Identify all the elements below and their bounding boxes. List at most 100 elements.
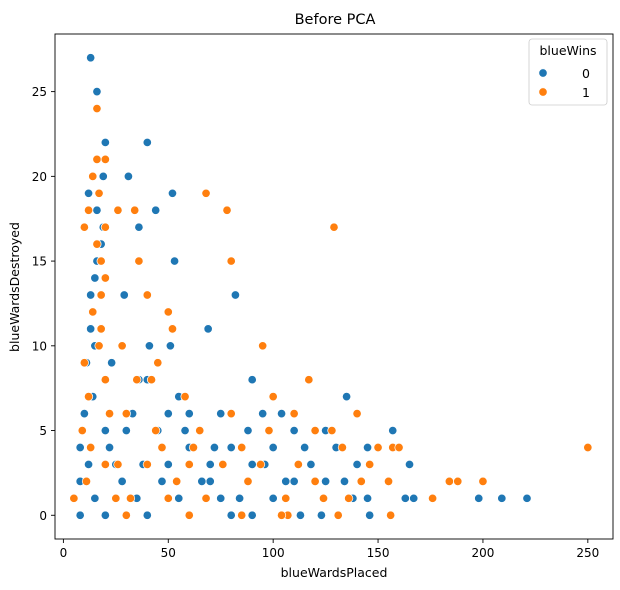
scatter-point-series-0 <box>268 442 278 453</box>
scatter-point-series-0 <box>163 459 173 469</box>
scatter-point-series-1 <box>100 375 110 385</box>
x-tick-label: 100 <box>262 546 285 560</box>
legend-title: blueWins <box>539 43 596 58</box>
x-tick-label: 0 <box>60 546 68 560</box>
scatter-point-series-0 <box>92 205 102 215</box>
scatter-point-series-0 <box>216 409 226 419</box>
points-layer <box>69 53 593 520</box>
scatter-point-series-1 <box>444 476 454 486</box>
scatter-point-series-1 <box>104 409 115 419</box>
scatter-point-series-1 <box>243 476 253 486</box>
scatter-point-series-0 <box>321 476 331 486</box>
plot-frame <box>54 33 614 540</box>
scatter-point-series-0 <box>295 510 305 520</box>
scatter-point-series-1 <box>344 493 354 503</box>
scatter-point-series-1 <box>293 459 303 469</box>
scatter-point-series-0 <box>216 493 226 503</box>
scatter-point-series-1 <box>264 425 274 436</box>
scatter-point-series-0 <box>339 476 350 486</box>
scatter-point-series-0 <box>306 459 316 469</box>
scatter-point-series-1 <box>81 476 92 486</box>
scatter-point-series-1 <box>258 341 268 351</box>
scatter-point-series-1 <box>142 459 152 469</box>
legend-marker-series-1 <box>538 87 548 97</box>
scatter-point-series-1 <box>201 493 211 503</box>
scatter-point-series-1 <box>184 459 194 469</box>
scatter-point-series-0 <box>247 510 257 520</box>
scatter-point-series-1 <box>195 425 205 436</box>
scatter-point-series-1 <box>394 442 404 453</box>
legend: blueWins 0 1 <box>528 38 608 106</box>
scatter-point-series-0 <box>151 205 161 215</box>
scatter-point-series-0 <box>300 442 310 453</box>
scatter-point-series-0 <box>123 171 133 181</box>
scatter-point-series-0 <box>497 493 507 503</box>
scatter-point-series-0 <box>203 324 213 334</box>
scatter-point-series-0 <box>119 290 129 300</box>
y-tick-label: 25 <box>32 85 47 99</box>
scatter-point-series-0 <box>117 476 127 486</box>
scatter-point-series-0 <box>474 493 484 503</box>
scatter-point-series-0 <box>100 510 110 520</box>
scatter-point-series-1 <box>96 324 106 334</box>
scatter-point-series-1 <box>188 442 198 453</box>
scatter-point-series-1 <box>121 510 131 520</box>
scatter-point-series-1 <box>142 290 152 300</box>
scatter-point-series-0 <box>86 290 96 300</box>
scatter-point-series-1 <box>86 442 96 453</box>
scatter-point-series-1 <box>327 425 337 436</box>
scatter-point-series-0 <box>84 188 94 198</box>
scatter-point-series-1 <box>100 273 110 283</box>
scatter-point-series-0 <box>365 510 375 520</box>
scatter-point-series-1 <box>365 459 375 469</box>
scatter-point-series-1 <box>117 341 127 351</box>
plot-area <box>55 34 613 539</box>
y-tick-label: 5 <box>39 424 47 438</box>
scatter-point-series-1 <box>79 358 89 368</box>
scatter-point-series-0 <box>289 425 299 436</box>
scatter-point-series-0 <box>226 442 236 453</box>
y-tick-label: 0 <box>39 509 47 523</box>
scatter-point-series-0 <box>352 459 362 469</box>
x-tick-label: 50 <box>161 546 176 560</box>
scatter-point-series-0 <box>235 493 245 503</box>
scatter-point-series-1 <box>69 493 79 503</box>
scatter-point-series-1 <box>130 205 140 215</box>
scatter-point-series-1 <box>88 171 98 181</box>
scatter-point-series-0 <box>157 476 167 486</box>
scatter-point-series-1 <box>92 239 102 249</box>
scatter-point-series-0 <box>268 493 278 503</box>
legend-box <box>528 38 608 106</box>
scatter-point-series-1 <box>94 188 104 198</box>
scatter-point-series-1 <box>277 510 287 520</box>
scatter-point-series-1 <box>428 493 438 503</box>
scatter-point-series-0 <box>209 442 219 453</box>
legend-label-series-0: 0 <box>582 66 590 81</box>
scatter-point-series-0 <box>90 273 100 283</box>
scatter-point-series-1 <box>237 442 247 453</box>
scatter-point-series-0 <box>184 409 194 419</box>
scatter-point-series-1 <box>134 256 144 266</box>
scatter-point-series-1 <box>329 222 339 232</box>
scatter-point-series-1 <box>583 442 593 453</box>
scatter-point-series-0 <box>167 188 178 198</box>
scatter-point-series-0 <box>174 493 184 503</box>
scatter-point-series-0 <box>400 493 410 503</box>
legend-label-series-1: 1 <box>582 85 590 100</box>
scatter-point-series-0 <box>247 459 257 469</box>
scatter-point-series-0 <box>205 459 215 469</box>
scatter-point-series-0 <box>316 510 326 520</box>
scatter-point-series-0 <box>75 510 85 520</box>
scatter-point-series-1 <box>121 409 131 419</box>
scatter-point-series-0 <box>104 442 115 453</box>
scatter-point-series-0 <box>289 476 299 486</box>
scatter-point-series-0 <box>90 493 100 503</box>
scatter-point-series-1 <box>163 493 173 503</box>
scatter-point-series-0 <box>79 409 89 419</box>
scatter-point-series-0 <box>134 222 144 232</box>
scatter-point-series-0 <box>205 476 215 486</box>
scatter-point-series-0 <box>84 459 94 469</box>
scatter-point-series-0 <box>121 425 131 436</box>
x-tick-label: 250 <box>576 546 599 560</box>
